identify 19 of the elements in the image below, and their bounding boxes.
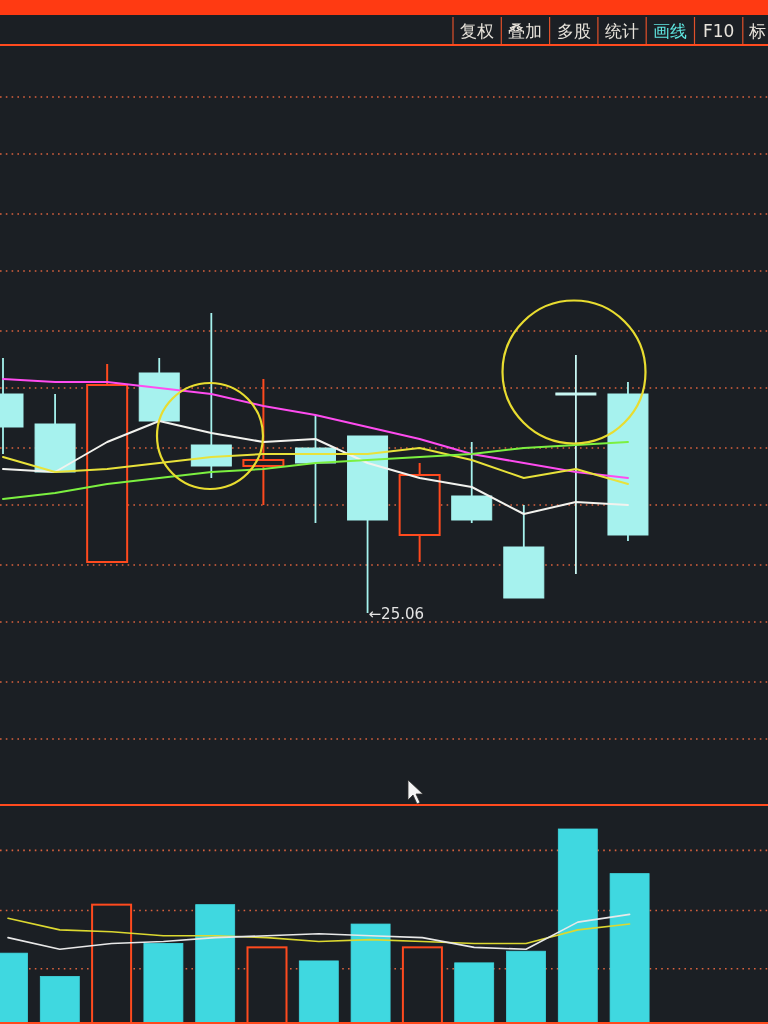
text: F10 (702, 21, 735, 41)
text: 画线 (653, 21, 688, 41)
bar (195, 904, 236, 1024)
bar (143, 943, 184, 1024)
bar (557, 828, 598, 1024)
bar (609, 873, 650, 1024)
text: 复权 (460, 21, 495, 41)
annotation: ←25.06 (368, 605, 425, 623)
text: 统计 (605, 21, 640, 41)
bar (454, 962, 495, 1024)
bar (298, 960, 339, 1024)
text: 叠加 (508, 21, 543, 41)
bar (350, 923, 391, 1024)
text: 多股 (556, 21, 591, 41)
candlestick (555, 354, 597, 575)
candlestick (398, 462, 441, 563)
text: 标 (748, 21, 766, 41)
bar (39, 976, 80, 1024)
bar (506, 950, 546, 1024)
